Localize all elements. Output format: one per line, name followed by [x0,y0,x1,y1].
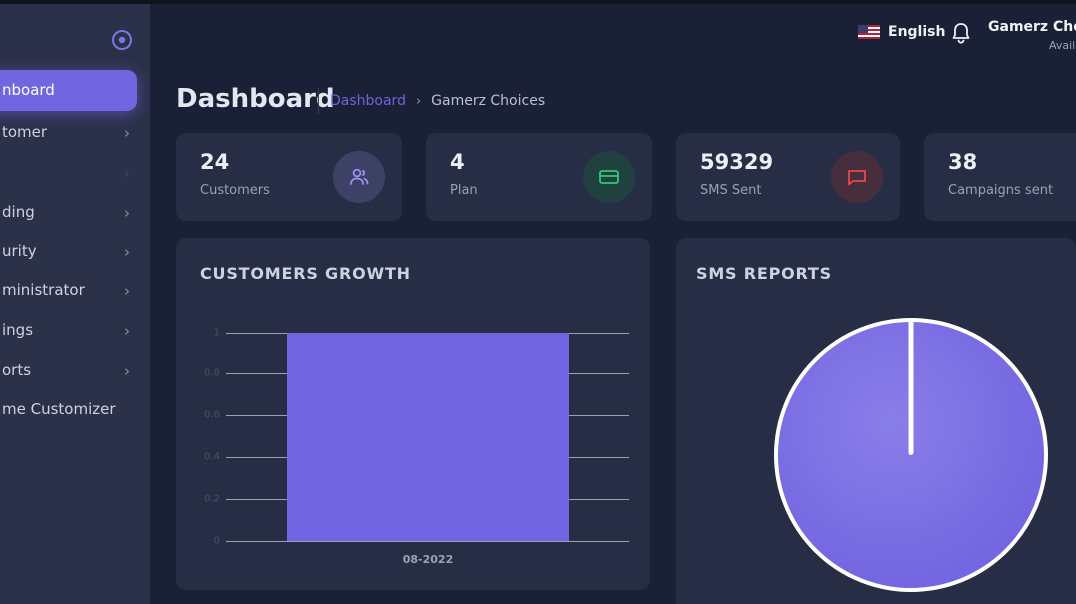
stat-value: 24 [200,150,230,174]
sidebar-item-sending[interactable]: ding › [0,199,150,225]
stat-value: 4 [450,150,465,174]
credit-card-icon [599,170,619,184]
us-flag-icon[interactable] [858,25,880,39]
gridline [226,541,629,542]
sidebar-item-administrator[interactable]: ministrator › [0,277,150,303]
sidebar-item-security[interactable]: urity › [0,238,150,264]
chart-title: CUSTOMERS GROWTH [200,264,411,283]
user-status: Avail [1049,39,1076,52]
y-axis-tick: 0.4 [204,451,220,463]
sidebar: nboard tomer › › ding › urity › ministra… [0,4,150,604]
sidebar-item-label: orts [2,361,32,379]
chevron-right-icon: › [124,282,130,300]
stat-value: 38 [948,150,978,174]
stat-icon-circle [831,151,883,203]
language-selector[interactable]: English [888,24,946,40]
circle-dot-icon [112,30,132,50]
sidebar-item-label: ministrator [2,281,85,299]
sidebar-item-theme-customizer[interactable]: me Customizer [0,396,150,422]
user-name[interactable]: Gamerz Choi [988,19,1076,35]
stat-card-sms-sent: 59329 SMS Sent [676,133,900,221]
stat-card-plan: 4 Plan [426,133,652,221]
users-icon [350,168,369,185]
chevron-right-icon: › [124,322,130,340]
sidebar-item-customer[interactable]: tomer › [0,119,150,145]
chevron-right-icon: › [124,362,130,380]
sidebar-item-settings[interactable]: ings › [0,317,150,343]
sms-reports-card: SMS REPORTS [676,238,1076,604]
pie-slice-divider [908,322,914,455]
chat-icon [848,170,866,186]
y-axis-tick: 0.6 [204,409,220,421]
stat-card-customers: 24 Customers [176,133,402,221]
bell-icon [952,23,970,44]
breadcrumb-link-dashboard[interactable]: Dashboard [330,93,406,109]
sidebar-item-reports[interactable]: orts › [0,357,150,383]
breadcrumb: Dashboard › Gamerz Choices [330,93,545,109]
chevron-right-icon: › [124,164,130,182]
stat-card-campaigns-sent: 38 Campaigns sent [924,133,1076,221]
x-axis-label: 08-2022 [402,553,454,566]
chevron-right-icon: › [124,243,130,261]
y-axis-tick: 0.2 [204,493,220,505]
breadcrumb-current: Gamerz Choices [431,93,546,109]
stat-icon-circle [583,151,635,203]
stat-label: Plan [450,183,478,198]
customers-growth-card: CUSTOMERS GROWTH 1 0.8 0.6 0.4 0.2 0 08-… [176,238,650,590]
stat-value: 59329 [700,150,774,174]
stat-label: Customers [200,183,270,198]
window-top-strip [0,0,1076,4]
title-divider [318,88,319,114]
notifications-button[interactable] [950,21,972,45]
sidebar-item-dashboard[interactable]: nboard [0,70,137,111]
sidebar-item-label: ings [2,321,34,339]
sidebar-item-label: me Customizer [2,400,116,418]
sidebar-item-plan[interactable]: › [0,159,150,185]
breadcrumb-separator-icon: › [415,93,422,109]
chevron-right-icon: › [124,204,130,222]
stat-icon-circle [333,151,385,203]
sidebar-item-label: tomer [2,123,48,141]
chart-title: SMS REPORTS [696,264,832,283]
stat-label: Campaigns sent [948,183,1054,198]
page-title: Dashboard [176,84,335,114]
sidebar-item-label: ding [2,203,35,221]
y-axis-tick: 0 [213,535,220,547]
sidebar-item-label: urity [2,242,37,260]
bar-08-2022 [287,333,569,541]
sidebar-toggle-button[interactable] [108,26,136,54]
stat-label: SMS Sent [700,183,762,198]
y-axis-tick: 0.8 [204,367,220,379]
y-axis-tick: 1 [213,327,220,339]
chevron-right-icon: › [124,124,130,142]
sidebar-item-label: nboard [2,81,55,99]
pie-chart [774,318,1048,592]
